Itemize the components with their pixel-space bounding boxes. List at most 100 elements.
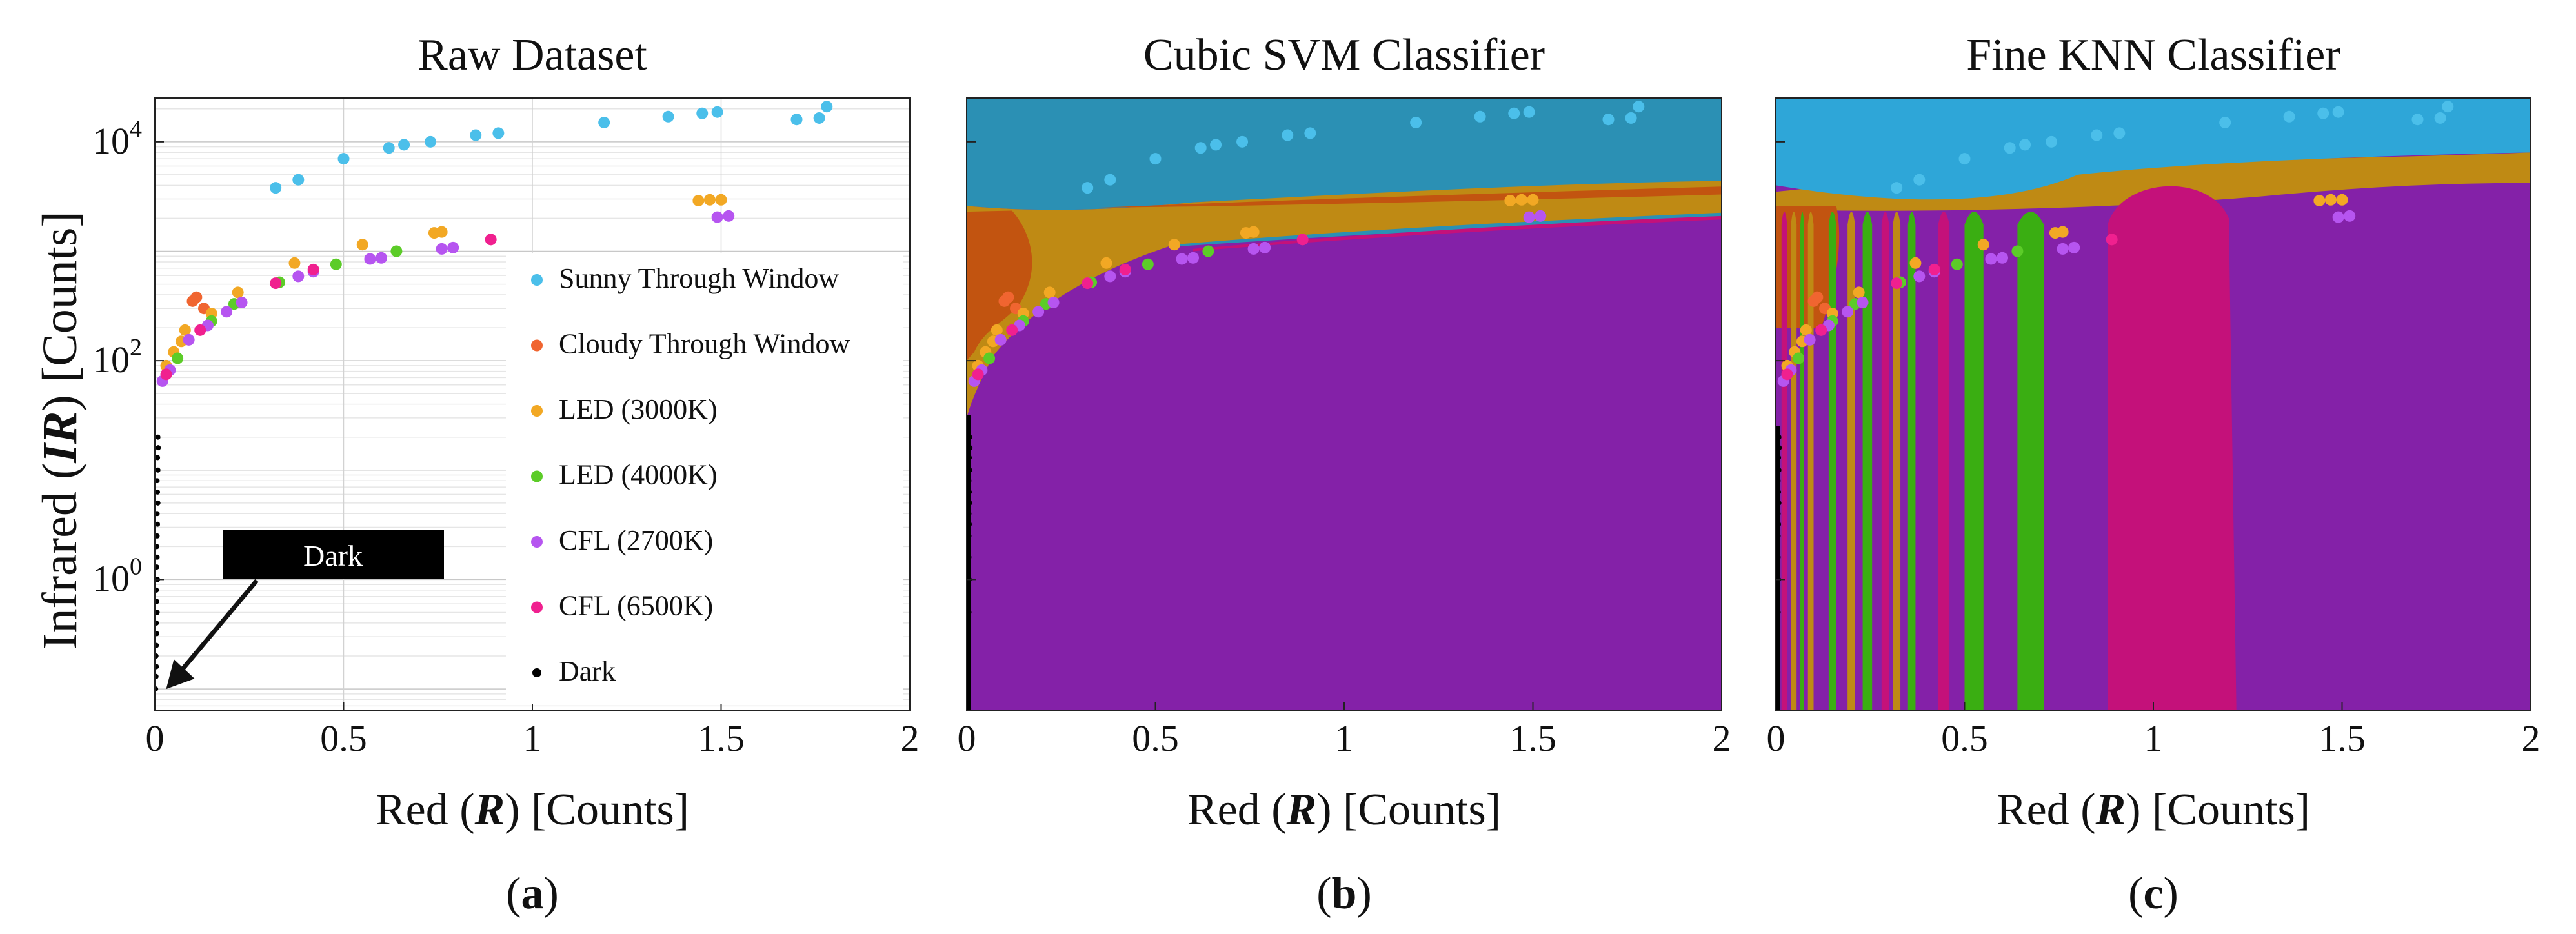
point-cfl2700: [2332, 211, 2344, 223]
point-led3000: [2324, 194, 2337, 206]
point-dark: [967, 445, 973, 451]
point-cfl2700: [1535, 210, 1547, 222]
point-led3000: [1504, 195, 1516, 207]
point-sunny: [2219, 116, 2231, 128]
x-tick-label: 1: [2144, 717, 2163, 759]
x-tick-label: 1: [523, 717, 542, 759]
point-dark: [967, 620, 971, 626]
y-tick-label: 102: [92, 334, 142, 381]
plot-content: [1776, 98, 2531, 711]
point-cfl6500: [1082, 277, 1094, 290]
x-tick-label: 1: [1335, 717, 1354, 759]
point-dark: [155, 673, 159, 679]
point-led3000: [1800, 324, 1812, 336]
point-sunny: [1194, 142, 1207, 154]
point-sunny: [1282, 129, 1294, 141]
point-sunny: [1210, 139, 1222, 151]
panel-c: 0 0.5 1 1.5 2 Fine KNN Classifier Red (R) [Cou…: [1767, 30, 2541, 919]
point-led3000: [1247, 226, 1260, 238]
point-cfl2700: [364, 253, 376, 265]
panel-b: 0 0.5 1 1.5 2 Cubic SVM Classifier Red (R) [Co…: [958, 30, 1731, 919]
x-axis-label: Red (R) [Counts]: [376, 785, 689, 835]
point-led4000: [2011, 245, 2024, 257]
legend-label: LED (4000K): [559, 459, 718, 491]
point-led4000: [1793, 352, 1805, 364]
point-sunny: [2113, 127, 2126, 139]
point-led3000: [179, 324, 191, 336]
region-stripe: [1862, 212, 1873, 711]
point-dark: [155, 631, 159, 637]
region-stripe: [1800, 212, 1804, 711]
decision-regions: [967, 98, 1722, 711]
point-cfl2700: [1259, 241, 1271, 253]
point-sunny: [813, 112, 825, 124]
point-dark: [967, 653, 971, 659]
point-sunny: [425, 135, 437, 148]
point-cfl2700: [1247, 243, 1260, 255]
point-dark: [1776, 500, 1782, 506]
point-dark: [967, 642, 971, 648]
point-cloudy: [1811, 291, 1824, 303]
point-dark: [155, 511, 160, 517]
point-cfl2700: [2057, 243, 2069, 255]
region-led-3000: [967, 181, 1722, 418]
point-dark: [967, 511, 972, 517]
point-sunny: [2442, 101, 2454, 113]
legend-label: Dark: [559, 655, 616, 687]
region-stripe: [1828, 212, 1836, 711]
point-led4000: [390, 245, 403, 257]
point-cfl2700: [1047, 296, 1060, 308]
point-dark: [1776, 544, 1780, 550]
y-tick-label: 104: [92, 115, 142, 162]
region-sunny: [967, 98, 1722, 210]
point-sunny: [2434, 112, 2446, 124]
data-points: [1776, 101, 2454, 692]
region-cfl-6500: [2108, 186, 2237, 711]
region-cloudy: [967, 210, 1032, 361]
point-led3000: [356, 239, 368, 251]
point-cfl2700: [1985, 253, 1997, 265]
point-dark: [155, 434, 161, 440]
legend-marker-cfl6500: [531, 601, 543, 613]
point-dark: [1776, 642, 1780, 648]
point-cfl6500: [1296, 234, 1309, 246]
point-sunny: [383, 142, 395, 154]
point-dark: [967, 455, 972, 461]
point-dark: [1776, 664, 1780, 670]
point-cfl6500: [1928, 263, 1940, 275]
point-dark: [1776, 610, 1781, 615]
point-cfl2700: [2068, 241, 2080, 253]
point-cfl2700: [1032, 306, 1045, 318]
point-dark: [1776, 554, 1781, 560]
point-cfl6500: [485, 234, 497, 246]
point-dark: [1776, 533, 1781, 539]
point-sunny: [2283, 110, 2295, 123]
point-cfl6500: [972, 368, 984, 381]
point-dark: [967, 434, 972, 440]
point-dark: [967, 544, 971, 550]
point-dark: [155, 620, 159, 626]
point-dark: [1776, 478, 1781, 484]
point-led3000: [1909, 257, 1922, 269]
point-dark: [967, 489, 972, 495]
x-tick-label: 2: [901, 717, 920, 759]
region-stripe: [1807, 212, 1814, 711]
point-sunny: [2317, 107, 2329, 119]
region-dark: [967, 415, 971, 711]
point-dark: [156, 445, 161, 451]
point-led3000: [1853, 286, 1865, 299]
point-sunny: [270, 182, 282, 194]
point-led3000: [232, 286, 244, 299]
point-dark: [155, 610, 160, 615]
x-tick-label: 0: [146, 717, 165, 759]
point-dark: [155, 653, 159, 659]
point-dark: [967, 686, 971, 692]
point-sunny: [598, 116, 610, 128]
region-sunny: [1776, 98, 2531, 200]
data-points: [967, 101, 1645, 692]
legend-label: CFL (6500K): [559, 590, 713, 622]
point-dark: [155, 521, 161, 527]
point-cfl2700: [1187, 252, 1199, 264]
point-sunny: [790, 114, 803, 126]
